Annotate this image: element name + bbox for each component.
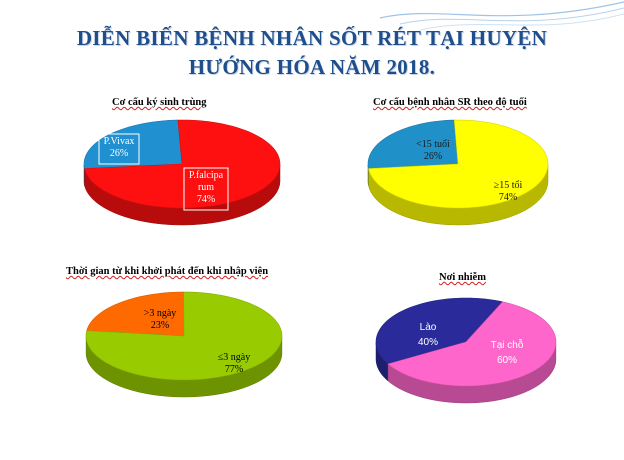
pie-label-2-line-1: ≤3 ngày — [218, 352, 250, 363]
pie-label-2-line-1: Tại chỗ — [491, 338, 524, 351]
pie-slice-1 — [86, 291, 185, 337]
pie-label-2-line-2: 74% — [499, 192, 517, 203]
chart-2-title: Cơ cấu bệnh nhân SR theo độ tuổi — [373, 97, 527, 108]
decorative-waves — [379, 1, 624, 31]
slide-title-line-1: DIỄN BIẾN BỆNH NHÂN SỐT RÉT TẠI HUYỆN — [76, 26, 548, 50]
chart-4-pie: Lào 40% Tại chỗ 60% — [375, 297, 557, 404]
pie-label-2-line-2: rum — [198, 182, 214, 193]
slide-title-line-2: HƯỚNG HÓA NĂM 2018. — [188, 55, 436, 79]
pie-slice-1 — [375, 297, 504, 365]
pie-label-2-line-2: 60% — [497, 355, 517, 366]
pie-label-2-line-1: ≥15 tổi — [494, 180, 523, 191]
pie-label-1-line-1: >3 ngày — [144, 308, 177, 319]
chart-1-title: Cơ cấu ký sinh trùng — [112, 97, 207, 108]
pie-label-box-1 — [98, 133, 140, 165]
pie-label-1-line-2: 23% — [151, 320, 169, 331]
pie-slice-2 — [368, 119, 549, 209]
pie-label-1-line-1: Lào — [420, 322, 437, 333]
pie-slice-2 — [387, 301, 557, 387]
pie-slice-1 — [83, 119, 183, 169]
pie-label-box-2 — [183, 167, 229, 211]
pie-slice-2 — [85, 291, 283, 381]
chart-4-title: Nơi nhiễm — [439, 272, 486, 283]
pie-label-1-line-2: 40% — [418, 337, 438, 348]
pie-label-1-line-1: P.Vivax — [104, 136, 135, 147]
pie-label-2-line-3: 74% — [197, 194, 215, 205]
chart-3-title: Thời gian từ khi khởi phát đến khi nhập … — [66, 266, 269, 277]
pie-label-2-line-1: P.falcipa — [189, 170, 224, 181]
pie-slice-2 — [84, 119, 281, 209]
slide-title: DIỄN BIẾN BỆNH NHÂN SỐT RÉT TẠI HUYỆN HƯ… — [0, 24, 624, 82]
pie-label-1-line-2: 26% — [110, 148, 128, 159]
pie-label-2-line-2: 77% — [225, 364, 243, 375]
pie-label-1-line-1: <15 tuổi — [416, 139, 450, 150]
pie-slice-1 — [367, 119, 459, 169]
pie-label-1-line-2: 26% — [424, 151, 442, 162]
